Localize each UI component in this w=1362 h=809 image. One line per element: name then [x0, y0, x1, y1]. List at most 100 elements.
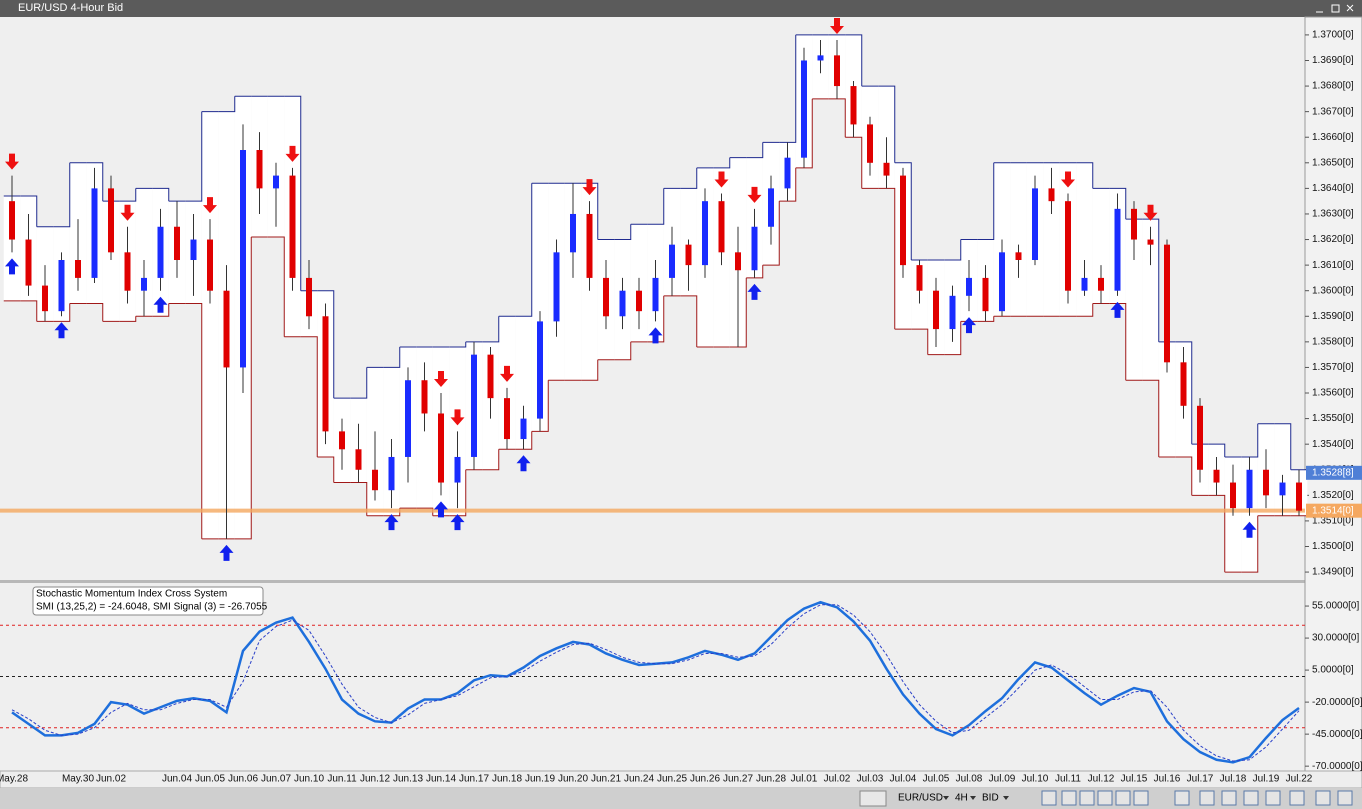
y-tick-label: 1.3640[0]	[1312, 183, 1354, 194]
channel-upper	[152, 187, 170, 202]
channel-lower	[20, 300, 38, 322]
tool-icon[interactable]	[1041, 790, 1057, 806]
tool-icon[interactable]	[1221, 790, 1237, 806]
candle-body	[9, 201, 15, 240]
tool-icon[interactable]	[1243, 790, 1259, 806]
tool-icon[interactable]	[1079, 790, 1095, 806]
channel-lower	[53, 303, 71, 322]
channel-lower	[680, 295, 698, 347]
tool-icon[interactable]	[1337, 790, 1353, 806]
channel-lower	[845, 136, 863, 189]
tool-icon[interactable]	[1133, 790, 1149, 806]
candle-body	[405, 380, 411, 457]
buy-arrow	[434, 501, 448, 518]
candle-body	[850, 86, 857, 125]
y-tick-label: 1.3500[0]	[1312, 541, 1354, 552]
channel-lower	[1142, 379, 1160, 457]
candle-body	[1015, 252, 1022, 261]
symbol-select[interactable]: EUR/USD	[898, 793, 943, 804]
channel-lower	[1208, 494, 1226, 573]
side-select[interactable]: BID	[982, 793, 999, 804]
channel-fill	[1092, 188, 1110, 304]
plot-layer: 1.3490[0] 1.3500[0] 1.3510[0] 1.3520[0] 1.35…	[0, 18, 1362, 785]
channel-lower	[119, 316, 137, 322]
tool-icon[interactable]	[1315, 790, 1331, 806]
y-tick-label: 1.3550[0]	[1312, 413, 1354, 424]
channel-lower	[1241, 515, 1259, 573]
tool-icon[interactable]	[1061, 790, 1077, 806]
x-tick-label: Jun.25	[657, 774, 687, 785]
candle-body	[1296, 482, 1302, 511]
candle-body	[1164, 244, 1170, 363]
candle-body	[438, 413, 444, 483]
channel-upper	[20, 195, 38, 227]
channel-lower	[350, 482, 368, 516]
sell-arrow	[714, 171, 729, 188]
x-tick-label: Jun.12	[360, 774, 390, 785]
candle-body	[207, 239, 213, 291]
channel-fill	[201, 111, 219, 539]
candle-body	[949, 295, 956, 330]
channel-fill	[564, 183, 582, 381]
candle-body	[982, 277, 989, 312]
channel-upper	[1175, 341, 1193, 445]
y-tick-label: 1.3570[0]	[1312, 362, 1354, 373]
channel-upper	[317, 290, 335, 399]
channel-upper	[1274, 423, 1292, 470]
sell-arrow	[1143, 204, 1158, 221]
channel-lower	[1175, 456, 1193, 496]
candle-body	[537, 321, 543, 419]
tool-icon[interactable]	[1289, 790, 1305, 806]
channel-upper	[53, 162, 71, 228]
tool-icon[interactable]	[1174, 790, 1190, 806]
x-tick-label: Jun.18	[492, 774, 522, 785]
candle-body	[999, 252, 1005, 312]
x-tick-label: Jul.16	[1154, 774, 1181, 785]
tool-icon[interactable]	[1199, 790, 1215, 806]
candle-body	[240, 150, 246, 368]
channel-lower	[515, 431, 533, 450]
y-tick-label: 1.3520[0]	[1312, 490, 1354, 501]
candle-body	[157, 226, 164, 278]
window-button-icons[interactable]	[1316, 4, 1354, 13]
window-buttons-bg[interactable]	[1310, 1, 1360, 16]
channel-lower	[185, 302, 203, 539]
window-buttons[interactable]	[1310, 1, 1360, 16]
sell-arrow	[5, 153, 19, 170]
y-tick-label: 1.3600[0]	[1312, 285, 1354, 296]
channel-lower	[482, 449, 500, 471]
candle-body	[1081, 277, 1088, 291]
channel-lower	[828, 98, 846, 138]
candle-body	[190, 239, 197, 261]
candle-body	[669, 244, 675, 278]
channel-fill	[1274, 423, 1291, 516]
x-tick-label: Jun.05	[195, 774, 225, 785]
x-tick-label: Jul.22	[1286, 774, 1313, 785]
tool-icon[interactable]	[1097, 790, 1113, 806]
x-tick-label: Jun.17	[459, 774, 489, 785]
toolbar-icons[interactable]	[1041, 790, 1353, 806]
channel-upper	[284, 95, 302, 291]
candle-body	[141, 277, 147, 291]
sell-arrow	[120, 204, 135, 221]
channel-lower	[944, 321, 962, 356]
candle-body	[1032, 188, 1038, 261]
period-select[interactable]: 4H	[955, 793, 968, 804]
candle-body	[619, 290, 626, 317]
x-tick-label: Jul.10	[1022, 774, 1049, 785]
channel-upper	[894, 162, 912, 261]
tool-icon[interactable]	[1115, 790, 1131, 806]
x-tick-label: May.28	[0, 774, 28, 785]
window-title: EUR/USD 4-Hour Bid	[18, 2, 123, 14]
buy-arrow	[54, 322, 69, 339]
tool-icon[interactable]	[1265, 790, 1281, 806]
x-tick-label: Jul.11	[1055, 774, 1081, 785]
price-marker-label: 1.3528[8]	[1312, 467, 1354, 478]
candle-body	[735, 252, 741, 271]
candle-body	[751, 226, 758, 271]
channel-lower	[1109, 302, 1127, 381]
scroll-button[interactable]	[859, 790, 887, 807]
channel-upper	[647, 188, 665, 225]
channel-upper	[746, 142, 764, 159]
